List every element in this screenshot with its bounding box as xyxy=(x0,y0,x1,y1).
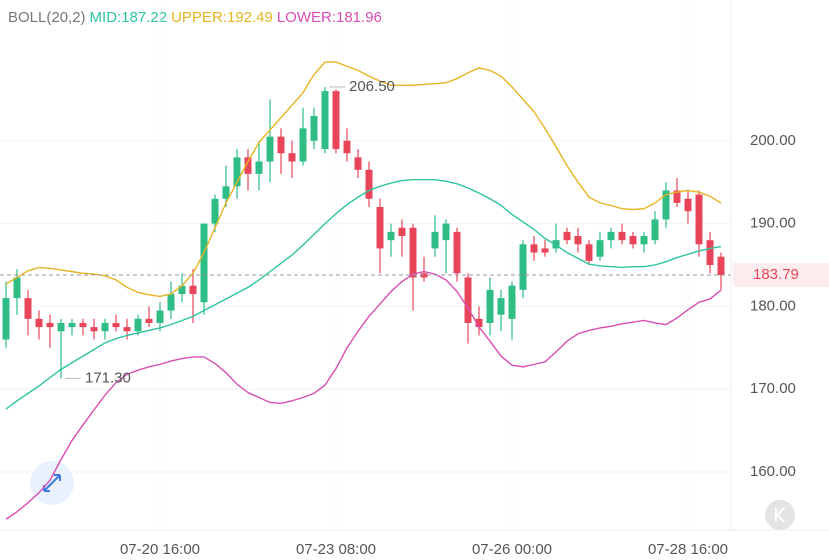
candle-body xyxy=(695,194,703,245)
last-price-label: 183.79 xyxy=(753,266,799,283)
candle-body xyxy=(233,157,241,187)
candle-body xyxy=(607,231,615,241)
kline-circle xyxy=(765,500,795,530)
candle-body xyxy=(310,115,318,141)
x-tick-label: 07-23 08:00 xyxy=(296,541,376,558)
candle-body xyxy=(134,318,142,332)
y-tick-label: 190.00 xyxy=(750,215,796,232)
candle-body xyxy=(706,240,714,265)
indicator-label: BOLL(20,2) xyxy=(8,9,86,26)
kline-button[interactable] xyxy=(765,500,795,530)
candle-body xyxy=(35,318,43,328)
candle-body xyxy=(244,157,252,174)
candle-body xyxy=(277,136,285,154)
legend-entry: UPPER:192.49 xyxy=(171,9,273,26)
legend-entry: LOWER:181.96 xyxy=(277,9,382,26)
candle-body xyxy=(123,327,131,332)
candle-body xyxy=(398,227,406,237)
candle-body xyxy=(266,136,274,162)
candle-body xyxy=(442,223,450,241)
candle-body xyxy=(618,231,626,241)
candle-body xyxy=(200,223,208,303)
y-tick-label: 200.00 xyxy=(750,132,796,149)
x-tick-label: 07-26 00:00 xyxy=(472,541,552,558)
candle-body xyxy=(332,91,340,150)
band-line xyxy=(5,61,722,298)
candle-body xyxy=(156,310,164,323)
candle-body xyxy=(255,161,263,174)
candle-body xyxy=(596,240,604,257)
candle-body xyxy=(475,318,483,328)
candle-body xyxy=(431,231,439,249)
candle-body xyxy=(101,322,109,332)
candle-body xyxy=(508,285,516,319)
legend-entry: MID:187.22 xyxy=(90,9,168,26)
candle-body xyxy=(662,190,670,220)
candle-body xyxy=(222,186,230,199)
candle-body xyxy=(68,322,76,328)
candle-body xyxy=(90,327,98,332)
candle-body xyxy=(288,153,296,162)
zoom-button[interactable] xyxy=(30,461,74,505)
candle-body xyxy=(717,256,725,276)
candle-body xyxy=(673,190,681,203)
candle-body xyxy=(299,128,307,162)
candle-body xyxy=(2,298,10,340)
candle-body xyxy=(376,207,384,249)
candle-body xyxy=(541,248,549,253)
candle-body xyxy=(145,318,153,323)
candle-body xyxy=(409,227,417,278)
candle-body xyxy=(167,293,175,311)
candle-body xyxy=(189,285,197,294)
candle-body xyxy=(519,244,527,290)
candle-body xyxy=(24,298,32,319)
legend: BOLL(20,2) MID:187.22 UPPER:192.49 LOWER:18… xyxy=(8,9,382,26)
candle-body xyxy=(574,236,582,245)
x-tick-label: 07-28 16:00 xyxy=(648,541,728,558)
candle-body xyxy=(453,231,461,274)
candle-body xyxy=(57,322,65,332)
candle-body xyxy=(211,198,219,224)
annotation-label: 171.30 xyxy=(85,369,131,386)
y-tick-label: 160.00 xyxy=(750,463,796,480)
x-tick-label: 07-20 16:00 xyxy=(120,541,200,558)
candle-body xyxy=(486,289,494,323)
candle-body xyxy=(354,157,362,170)
y-tick-label: 180.00 xyxy=(750,297,796,314)
candle-body xyxy=(112,322,120,328)
band-line xyxy=(5,270,722,520)
candle-body xyxy=(365,169,373,199)
candle-body xyxy=(343,140,351,154)
candle-body xyxy=(651,219,659,241)
candle-body xyxy=(464,277,472,323)
candle-body xyxy=(585,244,593,261)
candle-body xyxy=(387,231,395,241)
kline-icon xyxy=(775,507,785,523)
candle-body xyxy=(321,91,329,150)
candle-body xyxy=(497,298,505,315)
candle-body xyxy=(178,285,186,294)
candle-body xyxy=(629,236,637,245)
candle-body xyxy=(13,277,21,299)
candle-body xyxy=(684,198,692,212)
candle-body xyxy=(530,244,538,253)
last-price-box xyxy=(733,263,829,288)
candle-body xyxy=(79,322,87,328)
candle-body xyxy=(552,240,560,249)
candle-body xyxy=(46,322,54,328)
annotation-label: 206.50 xyxy=(349,78,395,95)
band-line xyxy=(5,179,722,410)
y-tick-label: 170.00 xyxy=(750,380,796,397)
candle-body xyxy=(563,231,571,241)
candle-body xyxy=(640,236,648,245)
